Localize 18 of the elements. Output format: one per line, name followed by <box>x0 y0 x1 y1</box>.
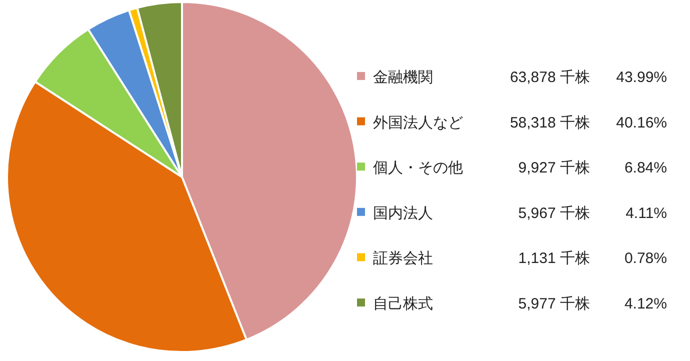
legend-label: 外国法人など <box>373 114 463 132</box>
text: 43.99% <box>616 69 667 86</box>
data-label: 63,878 千株 <box>510 69 590 86</box>
legend-label: 自己株式 <box>373 296 433 312</box>
legend-label: 証券会社 <box>373 250 433 268</box>
text: 4.11% <box>626 204 667 222</box>
legend-label: 金融機関 <box>373 69 433 86</box>
legend-label: 個人・その他 <box>373 160 463 177</box>
data-label: 1,131 千株 <box>518 250 590 268</box>
data-label: 5,977 千株 <box>518 296 590 312</box>
text: 40.16% <box>616 114 667 132</box>
text: 6.84% <box>624 160 667 177</box>
data-label: 58,318 千株 <box>510 114 590 132</box>
text: 0.78% <box>624 250 667 268</box>
data-label: 5,967 千株 <box>518 204 590 222</box>
text: 4.12% <box>624 296 667 312</box>
legend-label: 国内法人 <box>373 204 433 222</box>
data-label: 9,927 千株 <box>518 160 590 177</box>
